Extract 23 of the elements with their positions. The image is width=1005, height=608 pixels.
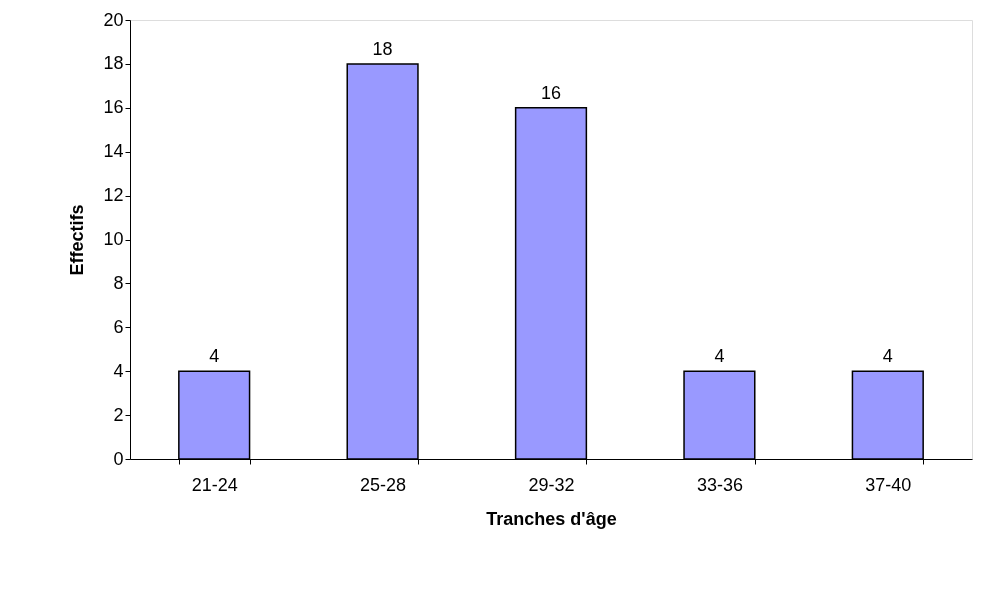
x-tick-label: 37-40	[865, 474, 912, 495]
x-tick-label: 21-24	[191, 474, 238, 495]
x-tick-label: 33-36	[696, 474, 743, 495]
y-tick-label: 20	[103, 9, 124, 30]
y-tick-label: 8	[113, 272, 124, 293]
x-tick-label: 25-28	[360, 474, 407, 495]
y-axis-title: Effectifs	[67, 204, 88, 276]
y-tick-label: 14	[103, 141, 124, 162]
y-tick-label: 6	[113, 316, 124, 337]
y-tick-label: 18	[103, 53, 124, 74]
y-tick-label: 12	[103, 185, 124, 206]
y-tick-label: 4	[113, 360, 124, 381]
data-label: 4	[209, 346, 220, 367]
x-axis-title: Tranches d'âge	[486, 508, 617, 529]
data-label: 4	[882, 346, 893, 367]
y-tick-label: 16	[103, 97, 124, 118]
y-tick-label: 2	[113, 404, 124, 425]
y-tick-label: 0	[113, 448, 124, 469]
x-tick-label: 29-32	[528, 474, 575, 495]
data-label: 16	[540, 82, 562, 103]
data-label: 4	[714, 346, 725, 367]
data-label: 18	[372, 38, 393, 59]
y-tick-label: 10	[103, 229, 124, 249]
